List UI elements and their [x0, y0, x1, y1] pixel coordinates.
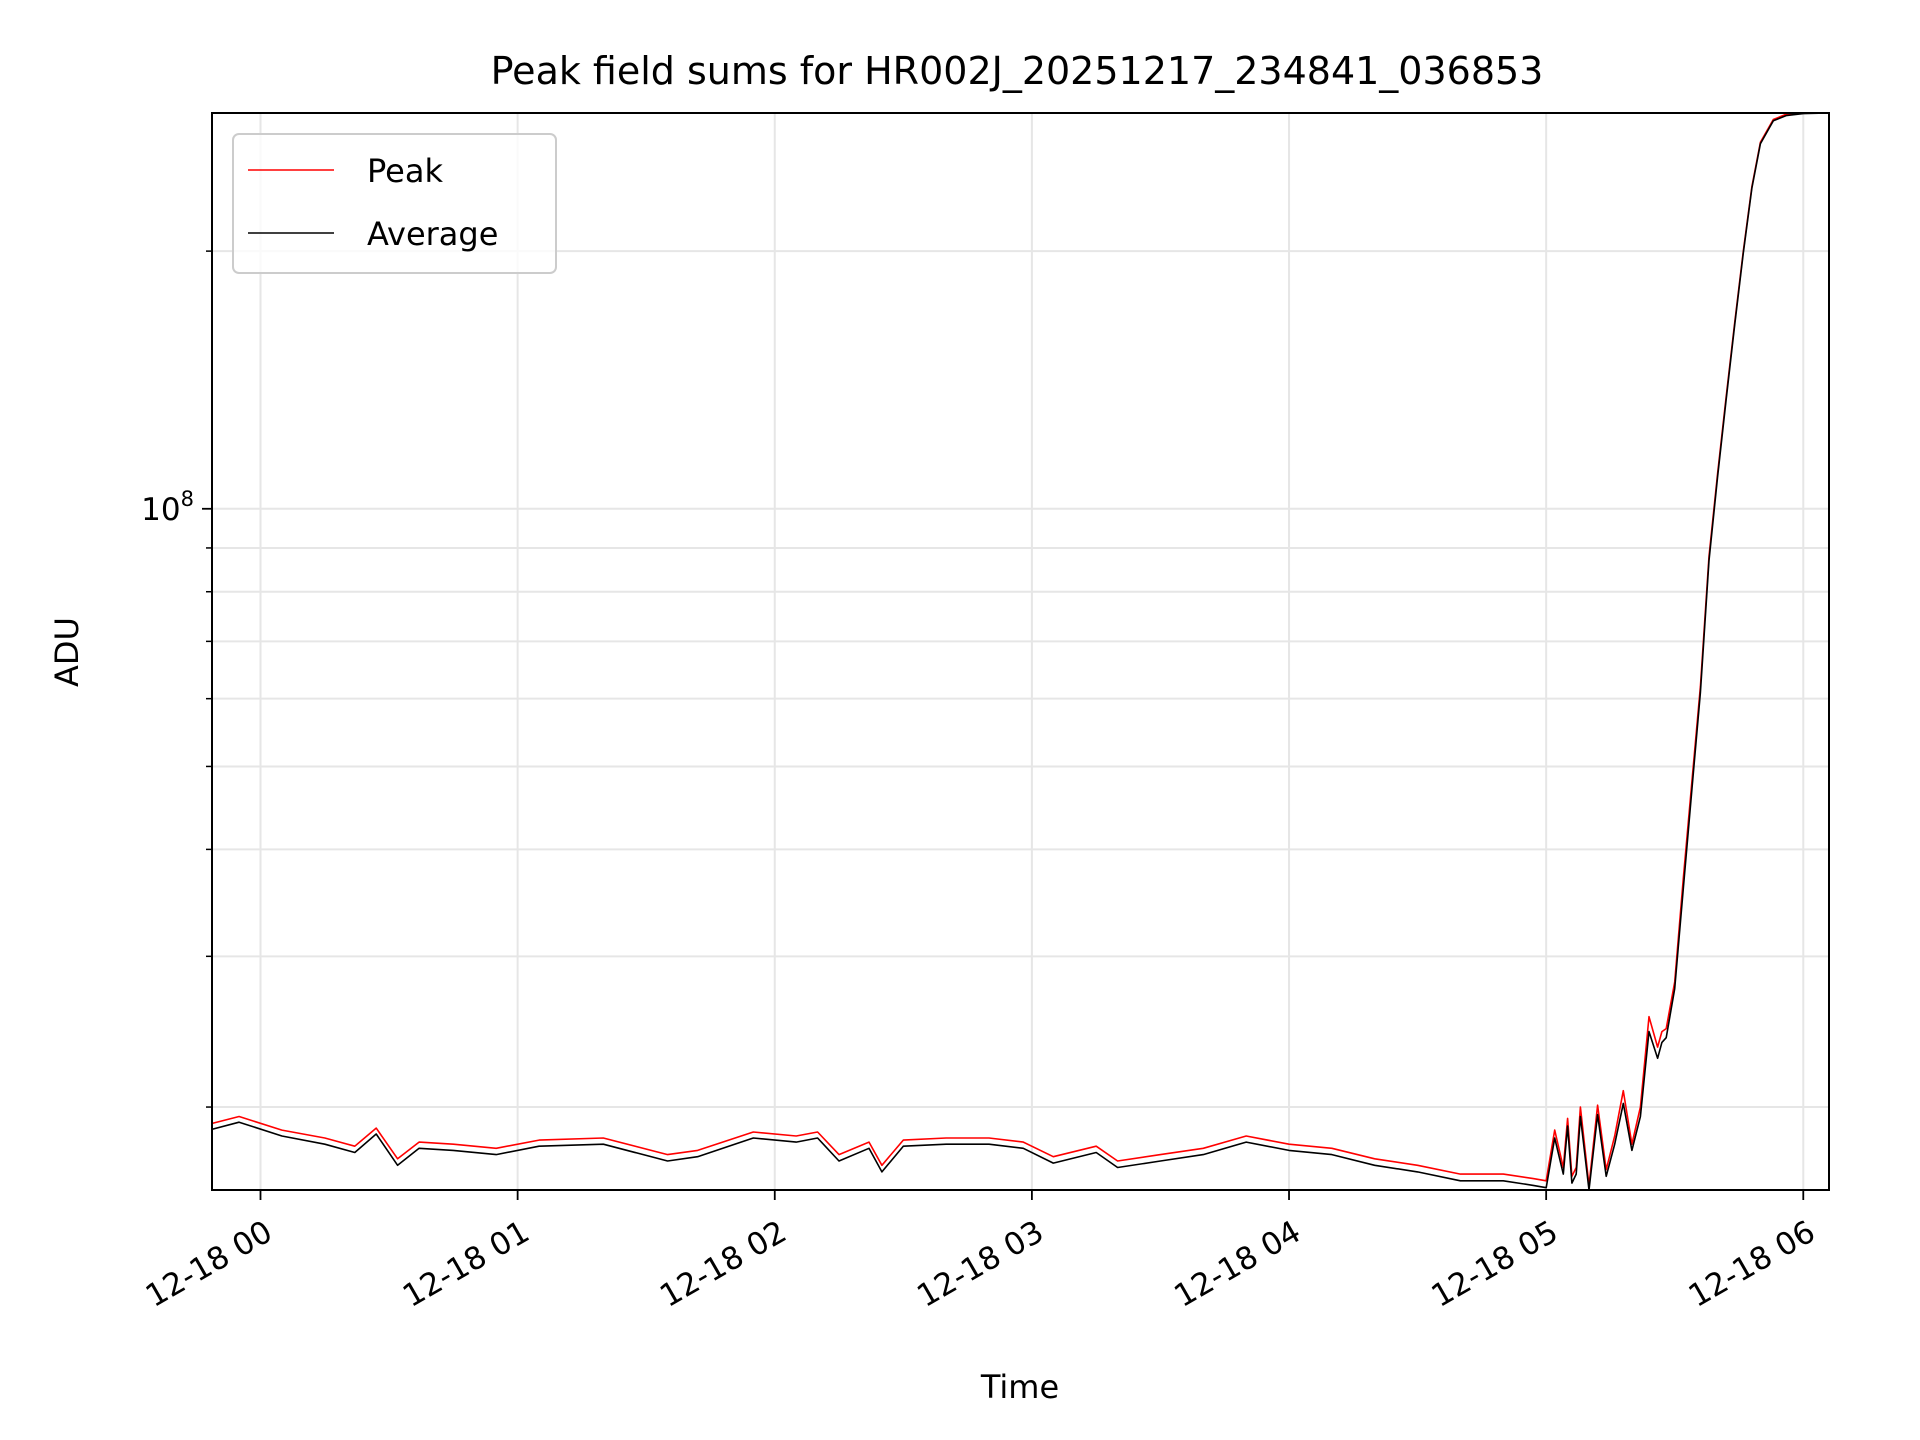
y-tick-label: 108 — [141, 487, 194, 528]
series-line-average — [212, 113, 1829, 1190]
grid-layer — [212, 113, 1829, 1190]
legend-peak-label: Peak — [367, 152, 443, 190]
y-axis-label: ADU — [48, 617, 86, 687]
legend: Peak Average — [232, 133, 557, 274]
plot-frame — [211, 112, 1830, 1191]
x-axis-label: Time — [980, 1368, 1059, 1406]
series-layer — [212, 113, 1829, 1190]
legend-box — [232, 133, 557, 274]
legend-average-label: Average — [367, 215, 498, 253]
chart-title: Peak field sums for HR002J_20251217_2348… — [491, 49, 1544, 93]
